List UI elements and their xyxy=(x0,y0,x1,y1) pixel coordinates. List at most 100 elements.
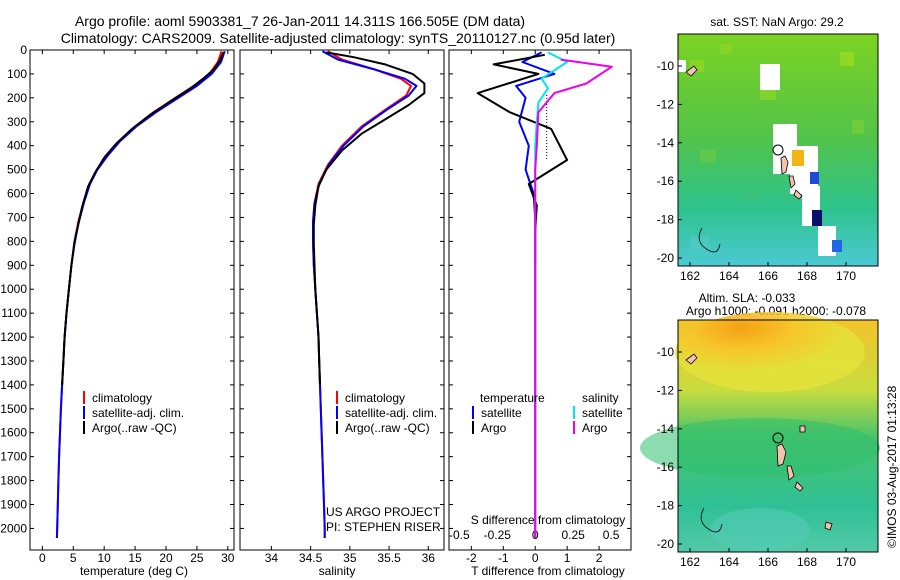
y-tick-label: 1600 xyxy=(0,426,27,440)
series-line xyxy=(312,51,426,385)
map-lon-tick-label: 168 xyxy=(797,555,817,569)
y-tick-label: 700 xyxy=(7,210,27,224)
figure-title-line1: Argo profile: aoml 5903381_7 26-Jan-2011… xyxy=(75,13,525,29)
x-tick-label: 2 xyxy=(596,551,603,565)
y-tick-label: 200 xyxy=(7,91,27,105)
series-line xyxy=(476,53,569,266)
sst-islands xyxy=(685,65,803,253)
x-tick-top-label: -0.25 xyxy=(484,528,512,542)
sst-warm-cell xyxy=(792,150,804,166)
legend-argo-label: Argo(..raw -QC) xyxy=(92,421,177,435)
y-tick-label: 800 xyxy=(7,234,27,248)
sst-blue-cell-2 xyxy=(832,240,842,252)
sla-cyan-patch xyxy=(710,508,810,552)
series-line xyxy=(534,51,569,538)
map-lat-tick-label: -20 xyxy=(657,537,675,551)
y-tick-label: 1900 xyxy=(0,498,27,512)
map-lat-tick-label: -12 xyxy=(657,383,675,397)
salinity-panel: 34 34.5 35 35.5 36 climatology satellite-adj… xyxy=(239,49,445,578)
legend2-argo-label: Argo(..raw -QC) xyxy=(345,421,430,435)
x-tick-label: -2 xyxy=(466,551,477,565)
sst-blue-cell xyxy=(810,172,819,184)
sst-map-title: sat. SST: NaN Argo: 29.2 xyxy=(710,15,844,29)
imos-timestamp: ©IMOS 03-Aug-2017 01:13:28 xyxy=(885,385,899,548)
x-tick-label: 0 xyxy=(532,551,539,565)
y-tick-label: 1700 xyxy=(0,450,27,464)
sst-map-frame xyxy=(677,33,879,267)
map-lon-tick-label: 162 xyxy=(680,269,700,283)
legend-s-sat-label: satellite xyxy=(582,406,623,420)
sla-map-frame xyxy=(677,319,879,553)
salinity-frame xyxy=(239,49,445,551)
x-tick-label: 35 xyxy=(343,551,357,565)
y-tick-label: 1500 xyxy=(0,402,27,416)
sla-map-panel: Altim. SLA: -0.033 Argo h1000: -0.091 h2… xyxy=(640,291,880,569)
x-tick-label: 20 xyxy=(159,551,173,565)
credit-line1: US ARGO PROJECT xyxy=(326,505,441,519)
sst-missing-cloud-mask xyxy=(678,60,836,256)
x-tick-label: 5 xyxy=(70,551,77,565)
credit-line2: PI: STEPHEN RISER xyxy=(326,520,441,534)
sla-argo-location xyxy=(772,432,784,444)
legend-salinity-title: salinity xyxy=(582,391,619,405)
map-lat-tick-label: -14 xyxy=(657,136,675,150)
map-lat-tick-label: -20 xyxy=(657,251,675,265)
map-lat-tick-label: -14 xyxy=(657,422,675,436)
x-tick-label: -1 xyxy=(498,551,509,565)
legend-sat-label: satellite-adj. clim. xyxy=(92,406,184,420)
y-tick-label: 1100 xyxy=(1,306,27,320)
y-tick-label: 400 xyxy=(7,139,27,153)
y-tick-label: 300 xyxy=(7,115,27,129)
series-line xyxy=(534,58,613,538)
series-line xyxy=(61,52,225,385)
map-lat-tick-label: -12 xyxy=(657,97,675,111)
x-tick-label: 15 xyxy=(128,551,142,565)
s-difference-label: S difference from climatology xyxy=(471,513,626,527)
y-tick-label: 900 xyxy=(7,258,27,272)
sla-islands xyxy=(685,353,833,533)
x-tick-top-label: 0.5 xyxy=(603,528,620,542)
map-lon-tick-label: 168 xyxy=(797,269,817,283)
y-tick-label: 100 xyxy=(7,67,27,81)
map-lon-tick-label: 164 xyxy=(719,269,739,283)
y-tick-label: 1300 xyxy=(0,354,27,368)
figure-title-line2: Climatology: CARS2009. Satellite-adjuste… xyxy=(61,30,616,46)
legend-t-sat-label: satellite xyxy=(481,406,522,420)
difference-frame xyxy=(448,49,632,551)
y-tick-label: 1800 xyxy=(0,474,27,488)
y-tick-label: 0 xyxy=(20,43,27,57)
legend-clim-label: climatology xyxy=(92,391,152,405)
map-lon-tick-label: 166 xyxy=(758,269,778,283)
x-tick-label: 1 xyxy=(564,551,571,565)
legend-s-argo-label: Argo xyxy=(582,421,608,435)
sst-argo-location xyxy=(772,144,784,156)
temperature-xlabel: temperature (deg C) xyxy=(80,564,188,578)
y-tick-label: 600 xyxy=(7,187,27,201)
map-lat-tick-label: -18 xyxy=(657,499,675,513)
t-difference-xlabel: T difference from climatology xyxy=(471,564,625,578)
legend2-sat-label: satellite-adj. clim. xyxy=(345,406,437,420)
sst-map-panel: sat. SST: NaN Argo: 29.2 xyxy=(657,15,879,283)
legend-temperature-title: temperature xyxy=(480,391,545,405)
sst-dark-cell xyxy=(812,210,822,226)
salinity-xlabel: salinity xyxy=(319,564,356,578)
temperature-frame xyxy=(29,49,235,551)
map-lat-tick-label: -16 xyxy=(657,174,675,188)
sla-map-title2: Argo h1000: -0.091 h2000: -0.078 xyxy=(686,304,866,318)
x-tick-top-label: 0.25 xyxy=(561,528,585,542)
map-lon-tick-label: 166 xyxy=(758,555,778,569)
difference-panel: -2 -1 0 1 2-0.5 -0.25 0 0.25 0.5 temperature sat… xyxy=(448,49,632,578)
y-tick-label: 1000 xyxy=(0,282,27,296)
x-tick-label: 36 xyxy=(422,551,436,565)
sla-high-anomaly xyxy=(675,312,865,392)
x-tick-label: 25 xyxy=(190,551,204,565)
map-lon-tick-label: 162 xyxy=(680,555,700,569)
sla-low-band xyxy=(640,418,880,478)
sla-map-title: Altim. SLA: -0.033 xyxy=(699,291,796,305)
x-tick-label: 35.5 xyxy=(377,551,401,565)
y-tick-label: 1400 xyxy=(0,378,27,392)
x-tick-label: 34 xyxy=(265,551,279,565)
y-tick-label: 1200 xyxy=(0,330,27,344)
sst-texture xyxy=(690,44,864,250)
map-lat-tick-label: -18 xyxy=(657,213,675,227)
